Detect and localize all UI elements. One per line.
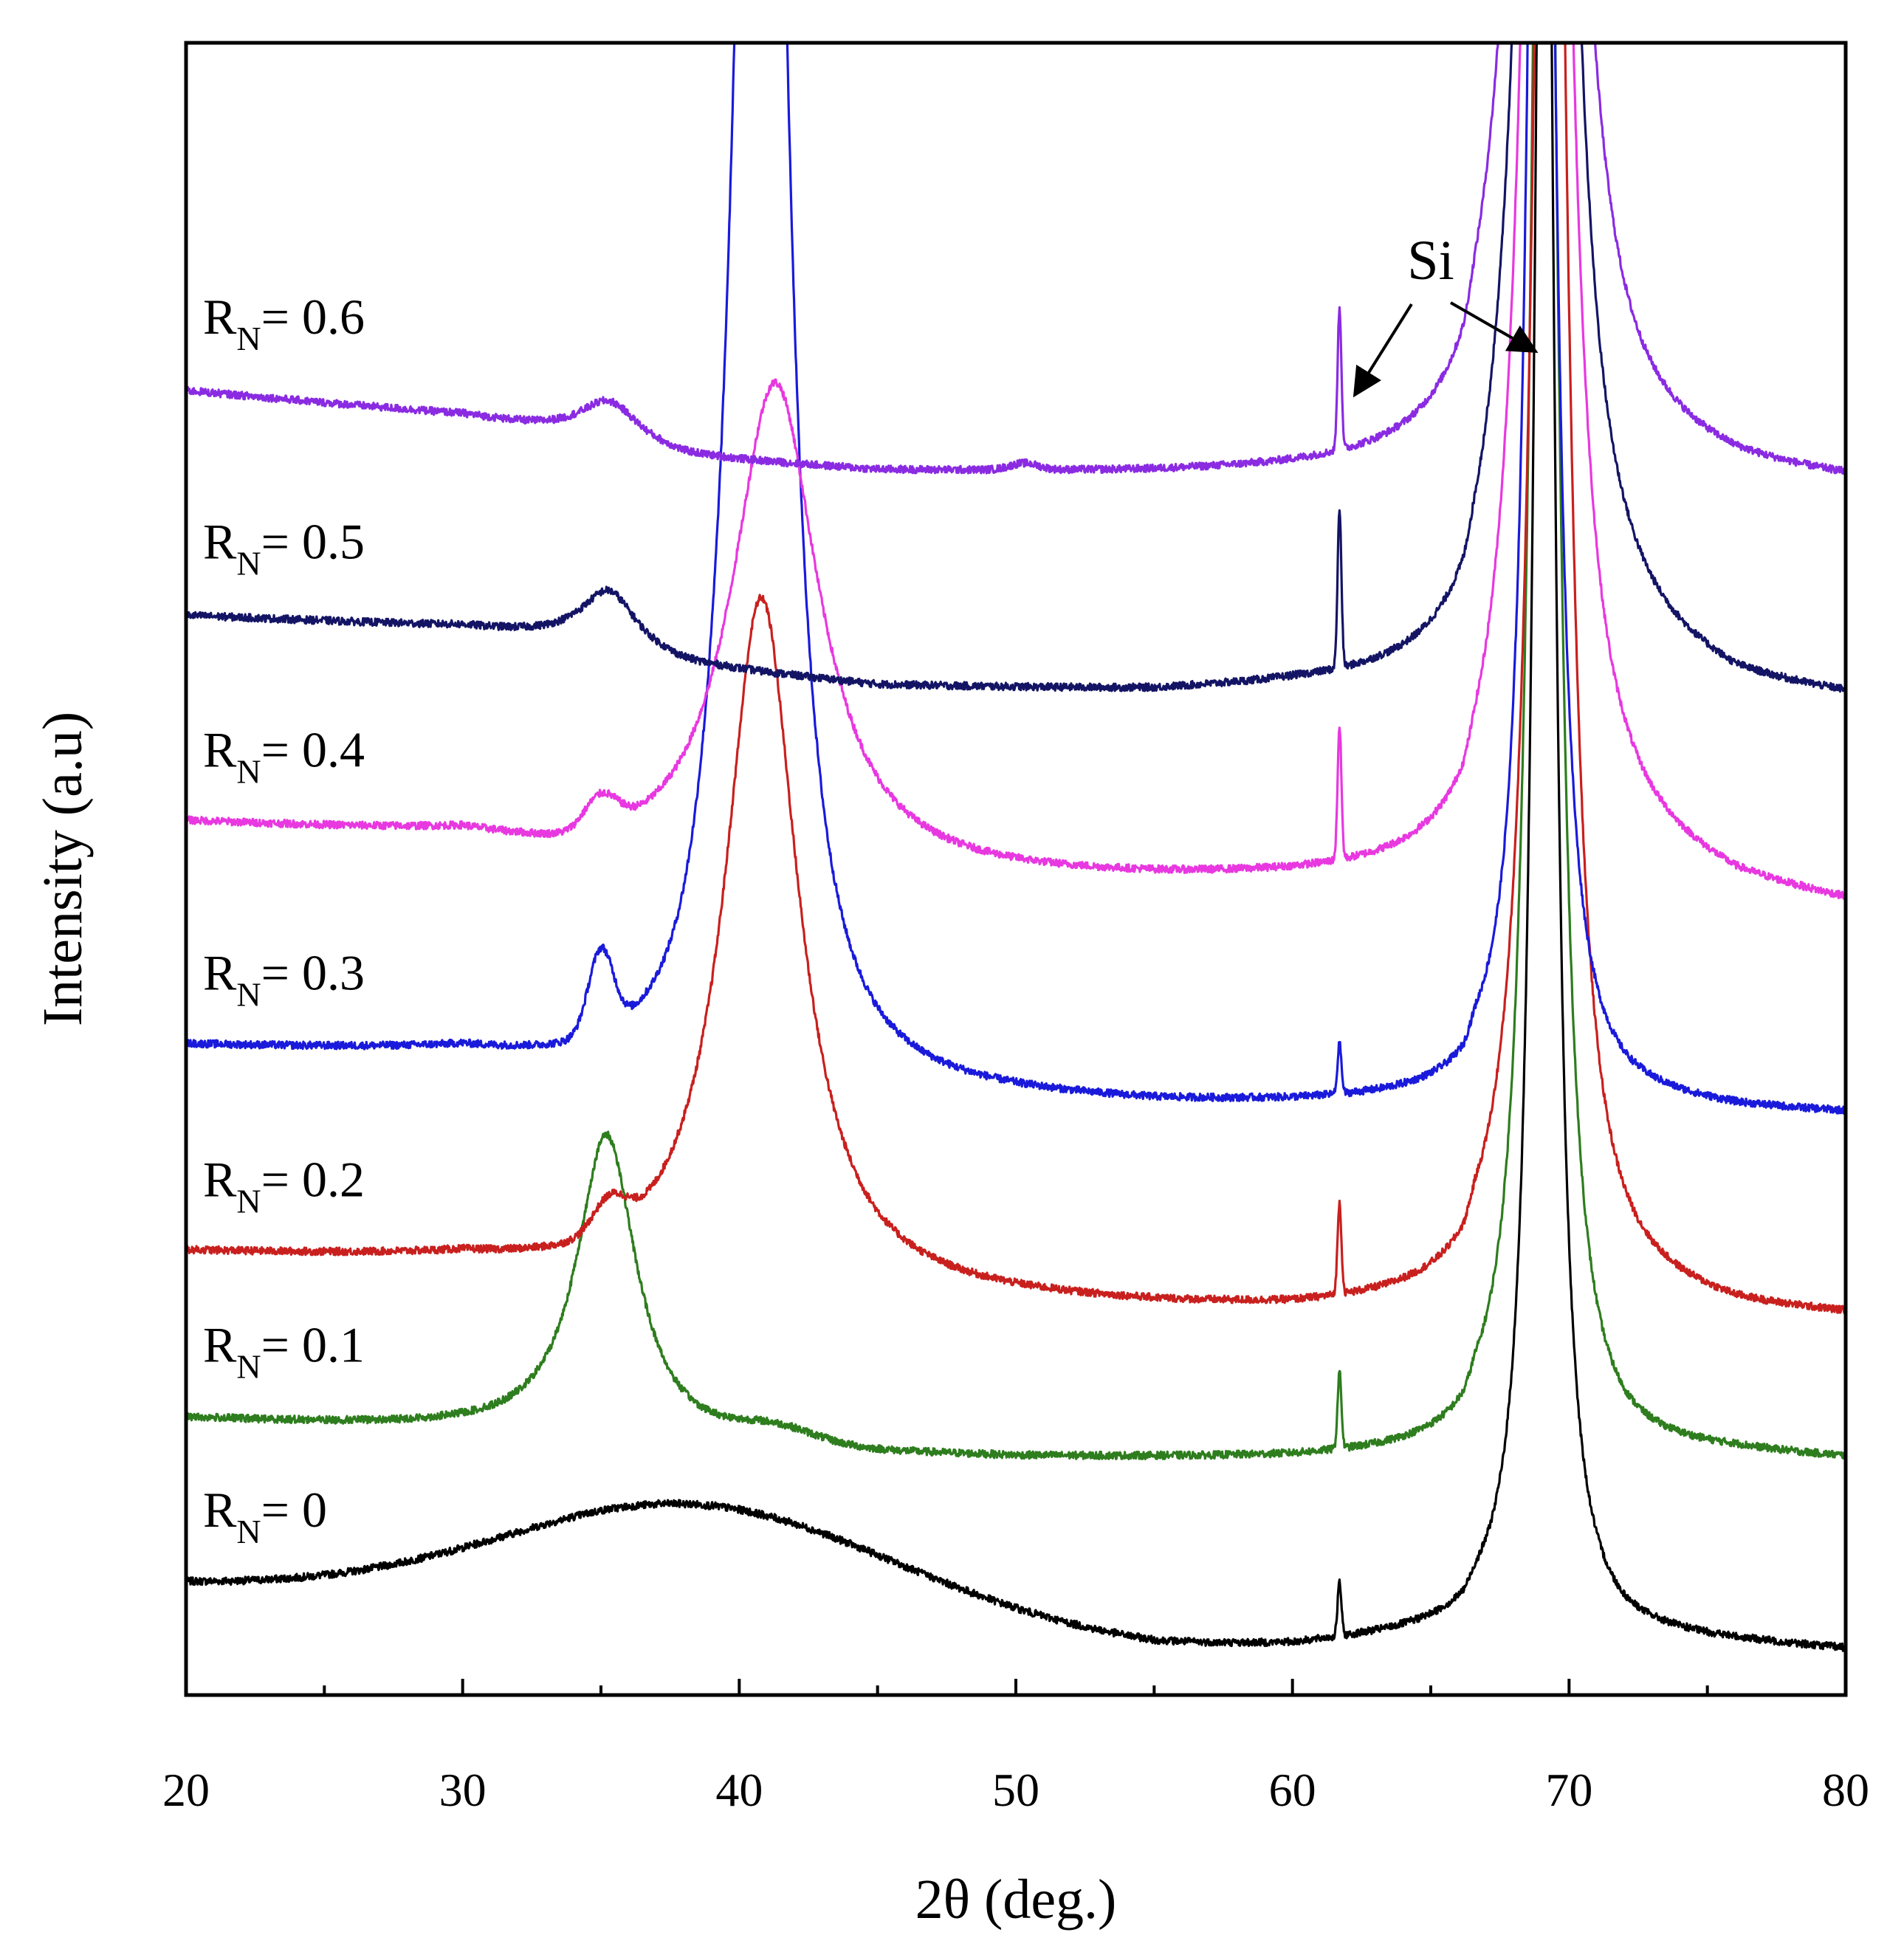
series-line (186, 43, 1846, 900)
series-label: RN= 0.2 (203, 1151, 365, 1220)
x-tick-label: 30 (439, 1764, 487, 1816)
si-arrow (1353, 303, 1413, 398)
series-line (186, 43, 1846, 1652)
series-group (186, 43, 1846, 1652)
series-line (186, 43, 1846, 475)
x-axis-title: 2θ (deg.) (915, 1869, 1117, 1931)
x-tick-label: 80 (1822, 1764, 1869, 1816)
series-label: RN= 0 (203, 1482, 327, 1550)
x-axis: 20 30 40 50 60 70 80 (162, 1679, 1869, 1816)
x-tick-label: 20 (162, 1764, 210, 1816)
series-label: RN= 0.6 (203, 289, 365, 357)
x-tick-label: 50 (992, 1764, 1039, 1816)
x-tick-label: 70 (1545, 1764, 1592, 1816)
series-line (186, 43, 1846, 1460)
series-line (186, 43, 1846, 1116)
si-label: Si (1407, 230, 1454, 292)
si-arrow (1450, 301, 1539, 353)
y-axis-title: Intensity (a.u) (32, 712, 94, 1026)
series-line (186, 43, 1846, 693)
series-label: RN= 0.3 (203, 945, 365, 1014)
series-labels: RN= 0 RN= 0.1 RN= 0.2 RN= 0.3 RN= 0.4 RN= 0.5… (203, 289, 365, 1550)
si-annotation: Si (1353, 230, 1539, 398)
series-label: RN= 0.4 (203, 722, 365, 791)
series-label: RN= 0.1 (203, 1316, 365, 1385)
x-tick-label: 60 (1269, 1764, 1316, 1816)
series-label: RN= 0.5 (203, 514, 365, 582)
series-line (186, 43, 1846, 1315)
x-tick-label: 40 (715, 1764, 763, 1816)
plot-frame (184, 41, 1848, 1697)
